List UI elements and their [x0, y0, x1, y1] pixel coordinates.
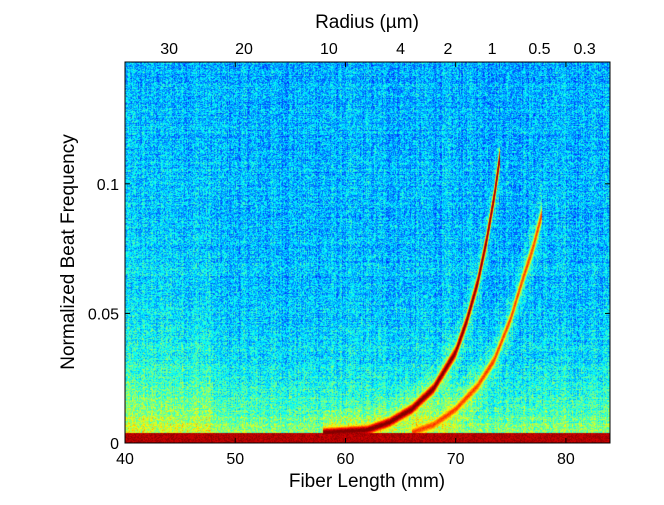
plot-frame — [124, 61, 611, 444]
top-tick-label: 30 — [160, 41, 178, 58]
top-tick-label: 20 — [235, 41, 253, 58]
top-tick-label: 0.5 — [528, 41, 550, 58]
top-tick-label: 10 — [320, 41, 338, 58]
x-axis-title: Fiber Length (mm) — [289, 471, 445, 492]
heatmap-image — [125, 62, 610, 443]
x-tick-label: 80 — [557, 451, 575, 468]
bottom-x-axis: 40 50 60 70 80 — [116, 62, 575, 468]
x-tick-label: 60 — [337, 451, 355, 468]
y-tick-label: 0.1 — [97, 177, 119, 194]
x-tick-label: 40 — [116, 451, 134, 468]
y-tick-label: 0 — [110, 436, 119, 453]
x-tick-label: 70 — [447, 451, 465, 468]
top-tick-label: 0.3 — [574, 41, 596, 58]
left-y-axis: 0 0.05 0.1 — [88, 177, 610, 453]
y-tick-label: 0.05 — [88, 306, 119, 323]
top-tick-label: 4 — [396, 41, 405, 58]
plot-area — [124, 61, 611, 444]
top-x-axis: 30 20 10 4 2 1 0.5 0.3 — [160, 41, 596, 58]
top-tick-label: 2 — [444, 41, 453, 58]
x-tick-label: 50 — [226, 451, 244, 468]
top-tick-label: 1 — [488, 41, 497, 58]
y-axis-title: Normalized Beat Frequency — [58, 134, 79, 370]
top-axis-title: Radius (µm) — [315, 12, 419, 33]
